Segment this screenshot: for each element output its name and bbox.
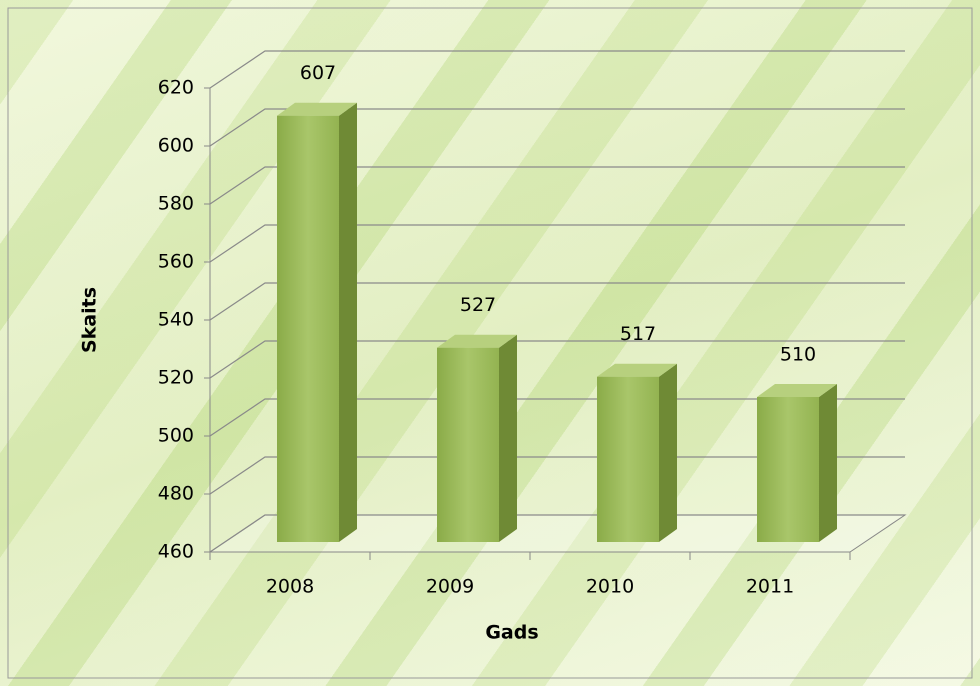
x-tick-label: 2011 <box>746 576 794 598</box>
x-tick-label: 2010 <box>586 576 634 598</box>
y-tick-label: 480 <box>158 483 194 505</box>
grid-line <box>209 340 905 379</box>
bar-side <box>339 102 357 542</box>
bar-side <box>499 334 517 542</box>
bar-top <box>277 102 357 116</box>
grid-line <box>209 282 905 321</box>
y-tick-label: 520 <box>158 367 194 389</box>
y-tick-label: 460 <box>158 541 194 563</box>
grid-line <box>209 398 905 437</box>
data-label: 607 <box>300 62 336 84</box>
bar-top <box>437 334 517 348</box>
y-tick-label: 620 <box>158 77 194 99</box>
x-axis-title: Gads <box>485 622 538 644</box>
bar-top <box>757 384 837 397</box>
grid-line <box>209 514 905 553</box>
x-tick-label: 2008 <box>266 576 314 598</box>
bar <box>437 347 499 542</box>
y-tick-label: 580 <box>158 193 194 215</box>
y-axis-title: Skaits <box>79 287 101 353</box>
grid-line <box>209 456 905 495</box>
bar-side <box>819 384 837 542</box>
bar-top <box>597 363 677 377</box>
y-tick-label: 560 <box>158 251 194 273</box>
data-label: 510 <box>780 344 816 366</box>
grid-line <box>209 50 905 89</box>
bar <box>277 115 339 542</box>
y-tick-label: 540 <box>158 309 194 331</box>
bar <box>597 376 659 542</box>
grid-line <box>209 108 905 147</box>
y-tick-label: 500 <box>158 425 194 447</box>
chart-border <box>7 7 973 679</box>
grid-line <box>209 224 905 263</box>
x-tick-label: 2009 <box>426 576 474 598</box>
data-label: 527 <box>460 294 496 316</box>
bar <box>757 397 819 542</box>
grid-line <box>209 166 905 205</box>
y-tick-label: 600 <box>158 135 194 157</box>
bar-side <box>659 363 677 542</box>
data-label: 517 <box>620 323 656 345</box>
